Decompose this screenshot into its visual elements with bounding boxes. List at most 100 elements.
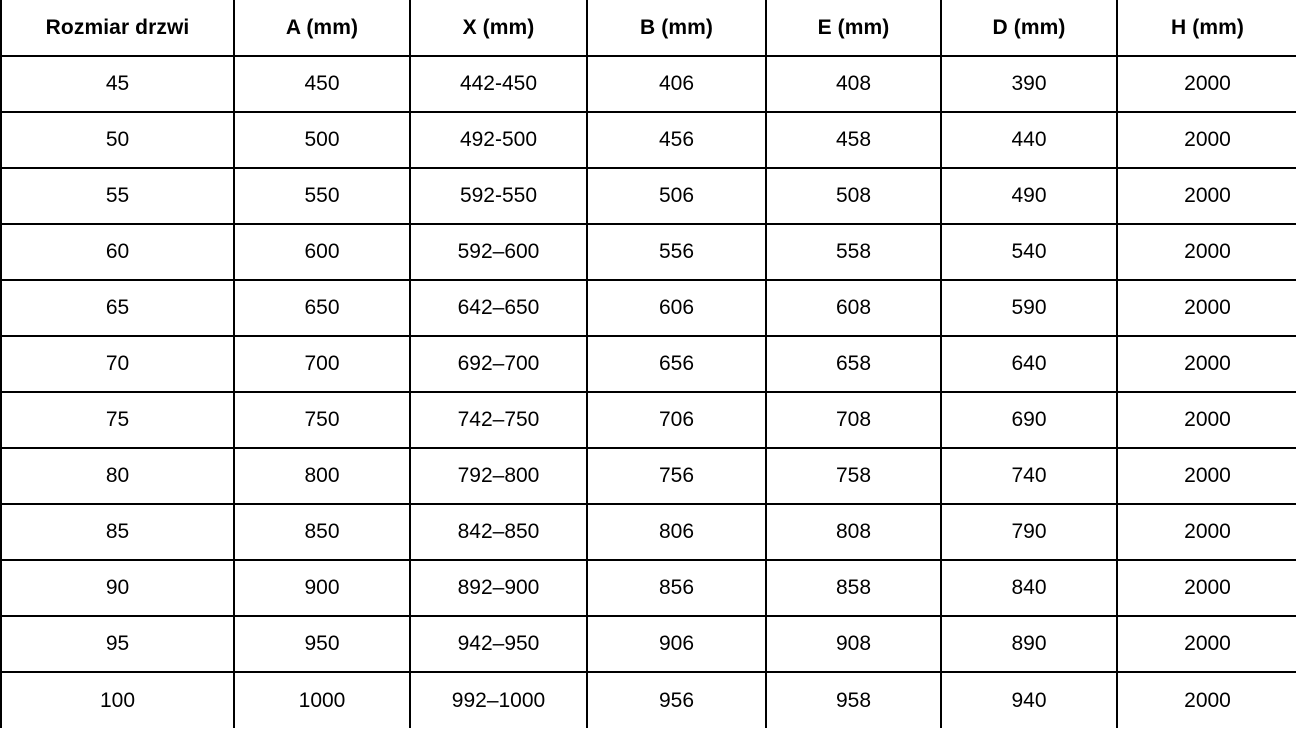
cell-a: 850 xyxy=(234,504,411,561)
cell-a: 600 xyxy=(234,224,411,281)
cell-d: 590 xyxy=(941,280,1118,337)
cell-d: 390 xyxy=(941,56,1118,113)
cell-x: 642–650 xyxy=(410,280,588,337)
table-row: 85 850 842–850 806 808 790 2000 xyxy=(0,504,1296,561)
cell-x: 442-450 xyxy=(410,56,588,113)
cell-b: 756 xyxy=(587,448,767,505)
cell-h: 2000 xyxy=(1117,224,1296,281)
cell-b: 656 xyxy=(587,336,767,393)
cell-e: 758 xyxy=(766,448,942,505)
column-header-a: A (mm) xyxy=(234,0,411,57)
cell-size: 45 xyxy=(0,56,235,113)
table-row: 70 700 692–700 656 658 640 2000 xyxy=(0,336,1296,393)
cell-b: 806 xyxy=(587,504,767,561)
cell-size: 100 xyxy=(0,672,235,728)
cell-x: 742–750 xyxy=(410,392,588,449)
cell-e: 958 xyxy=(766,672,942,728)
cell-d: 640 xyxy=(941,336,1118,393)
cell-x: 842–850 xyxy=(410,504,588,561)
cell-h: 2000 xyxy=(1117,56,1296,113)
cell-size: 50 xyxy=(0,112,235,169)
cell-h: 2000 xyxy=(1117,112,1296,169)
cell-e: 408 xyxy=(766,56,942,113)
cell-e: 908 xyxy=(766,616,942,673)
column-header-e: E (mm) xyxy=(766,0,942,57)
cell-size: 55 xyxy=(0,168,235,225)
cell-x: 942–950 xyxy=(410,616,588,673)
cell-d: 540 xyxy=(941,224,1118,281)
cell-e: 858 xyxy=(766,560,942,617)
cell-x: 892–900 xyxy=(410,560,588,617)
cell-h: 2000 xyxy=(1117,448,1296,505)
cell-size: 65 xyxy=(0,280,235,337)
column-header-b: B (mm) xyxy=(587,0,767,57)
cell-e: 708 xyxy=(766,392,942,449)
cell-size: 90 xyxy=(0,560,235,617)
cell-b: 706 xyxy=(587,392,767,449)
table-row: 60 600 592–600 556 558 540 2000 xyxy=(0,224,1296,281)
cell-e: 808 xyxy=(766,504,942,561)
column-header-d: D (mm) xyxy=(941,0,1118,57)
cell-b: 456 xyxy=(587,112,767,169)
cell-d: 490 xyxy=(941,168,1118,225)
cell-x: 492-500 xyxy=(410,112,588,169)
column-header-h: H (mm) xyxy=(1117,0,1296,57)
cell-size: 70 xyxy=(0,336,235,393)
cell-b: 406 xyxy=(587,56,767,113)
table-row: 55 550 592-550 506 508 490 2000 xyxy=(0,168,1296,225)
cell-x: 792–800 xyxy=(410,448,588,505)
cell-size: 80 xyxy=(0,448,235,505)
table-row: 65 650 642–650 606 608 590 2000 xyxy=(0,280,1296,337)
cell-b: 856 xyxy=(587,560,767,617)
cell-a: 700 xyxy=(234,336,411,393)
cell-a: 1000 xyxy=(234,672,411,728)
cell-b: 556 xyxy=(587,224,767,281)
cell-d: 790 xyxy=(941,504,1118,561)
table-body: 45 450 442-450 406 408 390 2000 50 500 492-500 456… xyxy=(0,56,1296,728)
cell-e: 608 xyxy=(766,280,942,337)
cell-b: 906 xyxy=(587,616,767,673)
cell-size: 75 xyxy=(0,392,235,449)
cell-size: 85 xyxy=(0,504,235,561)
cell-d: 890 xyxy=(941,616,1118,673)
cell-e: 658 xyxy=(766,336,942,393)
column-header-x: X (mm) xyxy=(410,0,588,57)
cell-x: 692–700 xyxy=(410,336,588,393)
cell-x: 592-550 xyxy=(410,168,588,225)
cell-d: 440 xyxy=(941,112,1118,169)
cell-x: 592–600 xyxy=(410,224,588,281)
cell-d: 690 xyxy=(941,392,1118,449)
cell-h: 2000 xyxy=(1184,688,1231,712)
table-row: 75 750 742–750 706 708 690 2000 xyxy=(0,392,1296,449)
cell-d: 740 xyxy=(941,448,1118,505)
cell-h: 2000 xyxy=(1117,168,1296,225)
table-header-row: Rozmiar drzwi A (mm) X (mm) B (mm) E (mm… xyxy=(0,0,1296,57)
table-row: 95 950 942–950 906 908 890 2000 xyxy=(0,616,1296,673)
table-header: Rozmiar drzwi A (mm) X (mm) B (mm) E (mm… xyxy=(0,0,1296,57)
cell-b: 956 xyxy=(587,672,767,728)
cell-h: 2000 xyxy=(1117,616,1296,673)
cell-size: 60 xyxy=(0,224,235,281)
column-header-size: Rozmiar drzwi xyxy=(0,0,235,57)
cell-a: 750 xyxy=(234,392,411,449)
cell-size: 95 xyxy=(0,616,235,673)
cell-a: 500 xyxy=(234,112,411,169)
cell-e: 458 xyxy=(766,112,942,169)
cell-e: 558 xyxy=(766,224,942,281)
cell-h: 2000 xyxy=(1117,336,1296,393)
table-row: 50 500 492-500 456 458 440 2000 xyxy=(0,112,1296,169)
cell-a: 950 xyxy=(234,616,411,673)
table-row: 90 900 892–900 856 858 840 2000 xyxy=(0,560,1296,617)
table-row: 80 800 792–800 756 758 740 2000 xyxy=(0,448,1296,505)
cell-b: 506 xyxy=(587,168,767,225)
cell-a: 800 xyxy=(234,448,411,505)
cell-a: 450 xyxy=(234,56,411,113)
cell-a: 650 xyxy=(234,280,411,337)
cell-e: 508 xyxy=(766,168,942,225)
cell-x: 992–1000 xyxy=(410,672,588,728)
cell-h: 2000 xyxy=(1117,280,1296,337)
table-row: 45 450 442-450 406 408 390 2000 xyxy=(0,56,1296,113)
cell-a: 550 xyxy=(234,168,411,225)
cell-h: 2000 xyxy=(1117,504,1296,561)
